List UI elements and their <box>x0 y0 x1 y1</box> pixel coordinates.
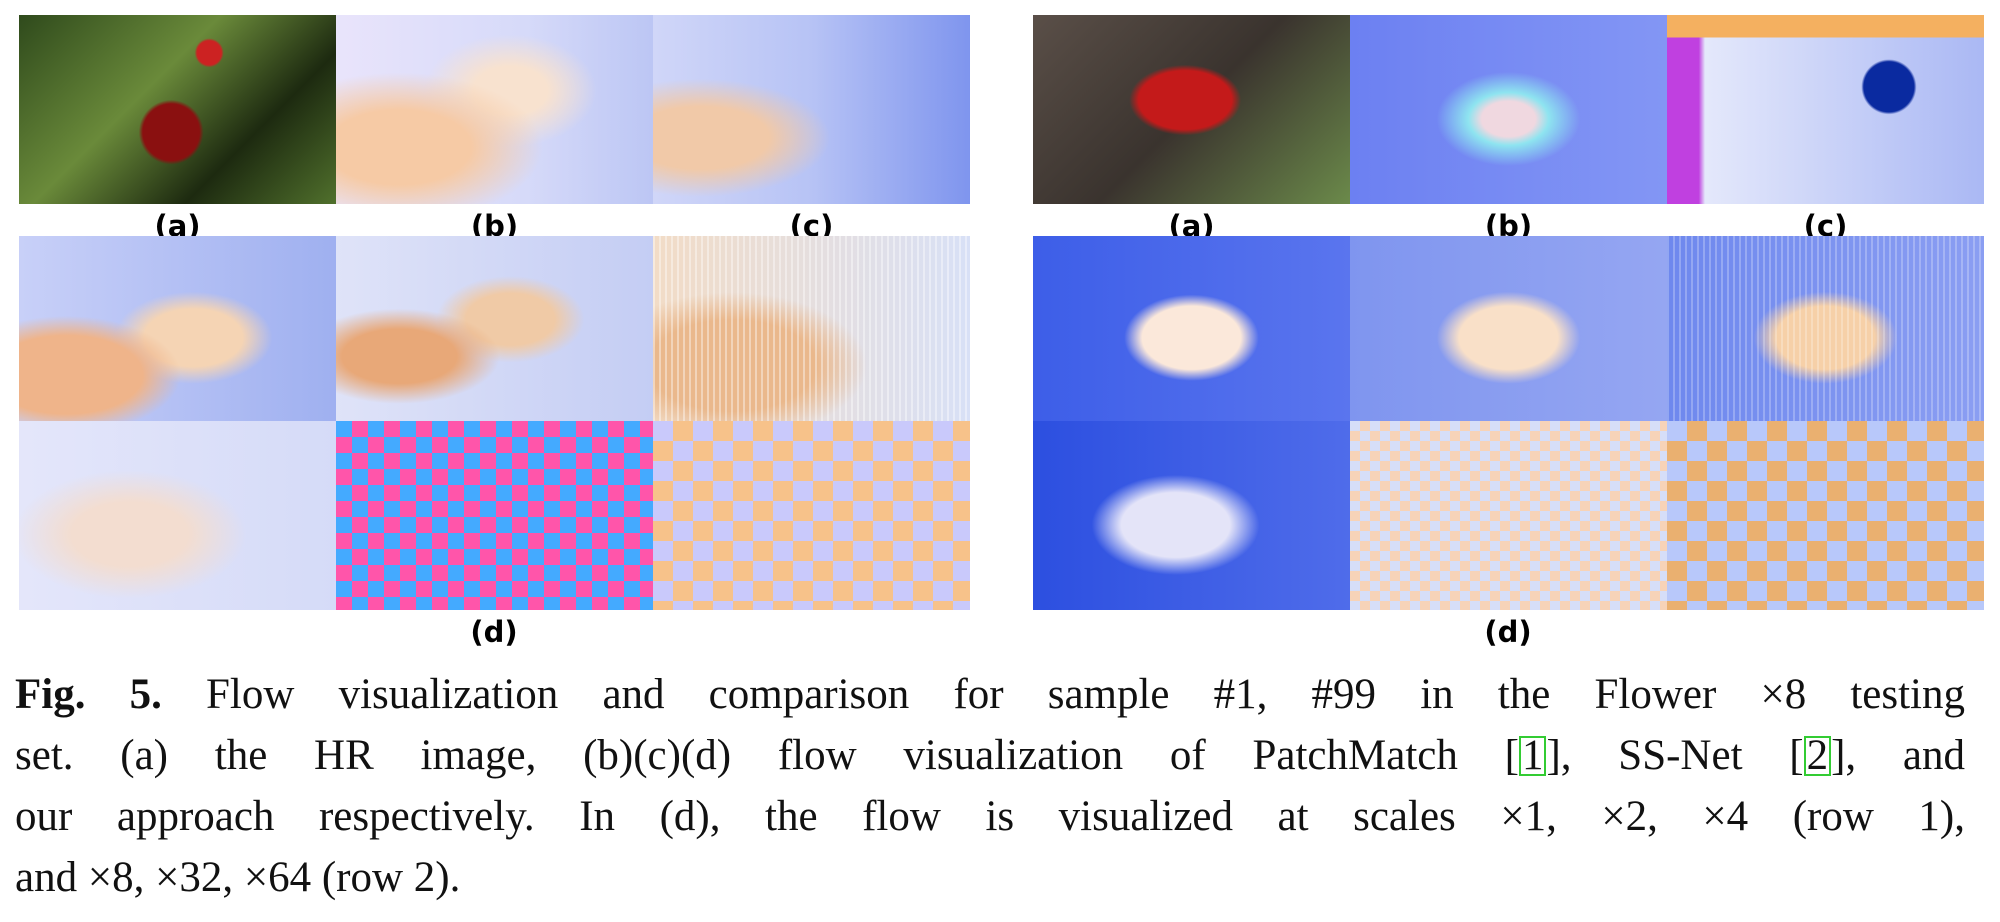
caption-text: our approach respectively. In (d), the f… <box>15 793 1965 840</box>
flow-ours <box>336 421 653 610</box>
caption-line: set. (a) the HR image, (b)(c)(d) flow vi… <box>15 725 1965 786</box>
flow-ssnet <box>1667 15 1984 204</box>
flow-ours <box>653 421 970 610</box>
flow-ours <box>19 421 336 610</box>
caption-text: and ×8, ×32, ×64 (row 2). <box>15 854 461 901</box>
caption-line: and ×8, ×32, ×64 (row 2). <box>15 847 1965 908</box>
flow-ours <box>19 236 336 421</box>
flow-patchmatch <box>1350 15 1667 204</box>
flow-ours <box>653 236 970 421</box>
caption-line: our approach respectively. In (d), the f… <box>15 786 1965 847</box>
caption: Fig. 5. Flow visualization and compariso… <box>15 664 1965 908</box>
caption-text: Flow visualization and comparison for sa… <box>206 671 1965 718</box>
flow-ssnet <box>653 15 970 204</box>
citation[interactable]: 2 <box>1803 734 1832 777</box>
flow-ours <box>1033 236 1350 421</box>
flow-ours <box>1667 421 1984 610</box>
flow-patchmatch <box>336 15 653 204</box>
panel-right: (a) (b) (c) (d) <box>1033 15 1984 655</box>
flow-ours <box>1033 421 1350 610</box>
flow-ours <box>336 236 653 421</box>
caption-text: ], and <box>1831 732 1966 779</box>
caption-line: Fig. 5. Flow visualization and compariso… <box>15 664 1965 725</box>
label: (d) <box>470 615 518 649</box>
caption-text: ], SS-Net [ <box>1546 732 1804 779</box>
hr-image <box>19 15 336 204</box>
caption-label: Fig. 5. <box>15 671 162 718</box>
hr-image <box>1033 15 1350 204</box>
flow-ours <box>1350 236 1667 421</box>
flow-ours <box>1667 236 1984 421</box>
label: (d) <box>1484 615 1532 649</box>
flow-ours <box>1350 421 1667 610</box>
caption-text: set. (a) the HR image, (b)(c)(d) flow vi… <box>15 732 1519 779</box>
citation[interactable]: 1 <box>1518 734 1547 777</box>
panel-left: (a) (b) (c) (d) <box>19 15 970 655</box>
